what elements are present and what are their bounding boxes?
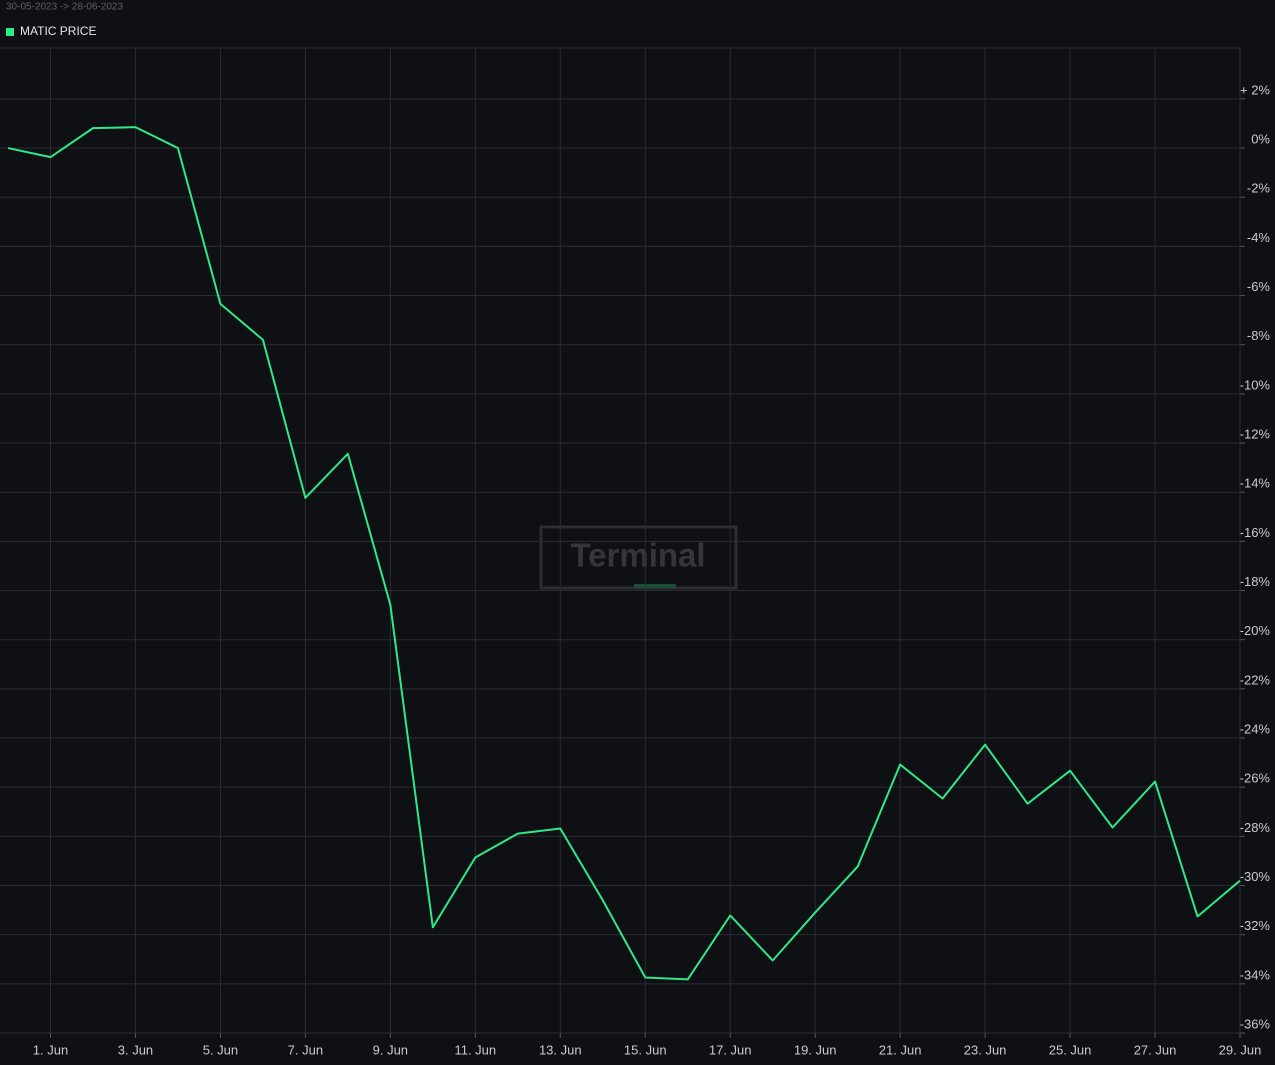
y-tick-label: + 2% [1240,82,1270,97]
x-tick-label: 3. Jun [118,1042,153,1057]
y-tick-label: -24% [1240,721,1271,736]
y-tick-label: -16% [1240,525,1271,540]
line-series [7,126,1241,981]
y-tick-label: -20% [1240,623,1271,638]
y-tick-label: -32% [1240,918,1271,933]
x-tick-label: 27. Jun [1134,1042,1177,1057]
chart-subtitle: 30-05-2023 -> 28-06-2023 [6,2,123,13]
x-tick-label: 23. Jun [964,1042,1007,1057]
y-tick-label: -14% [1240,476,1271,491]
y-tick-label: -10% [1240,377,1271,392]
y-tick-label: -4% [1247,230,1271,245]
legend-swatch [6,28,14,36]
x-tick-label: 21. Jun [879,1042,922,1057]
y-tick-label: 0% [1251,131,1270,146]
x-tick-label: 29. Jun [1219,1042,1262,1057]
x-tick-label: 7. Jun [288,1042,323,1057]
y-tick-label: -12% [1240,426,1271,441]
watermark: Terminal [539,525,738,590]
x-tick-label: 17. Jun [709,1042,752,1057]
y-tick-label: -36% [1240,1016,1271,1031]
y-tick-label: -26% [1240,771,1271,786]
y-tick-label: -6% [1247,279,1271,294]
y-tick-label: -34% [1240,967,1271,982]
x-tick-label: 9. Jun [373,1042,408,1057]
x-tick-label: 13. Jun [539,1042,582,1057]
x-tick-label: 15. Jun [624,1042,667,1057]
x-tick-label: 19. Jun [794,1042,837,1057]
y-tick-label: -22% [1240,672,1271,687]
y-tick-label: -30% [1240,869,1271,884]
x-tick-label: 25. Jun [1049,1042,1092,1057]
y-tick-label: -2% [1247,181,1271,196]
watermark-bar [634,584,676,588]
y-tick-label: -8% [1247,328,1271,343]
y-tick-label: -28% [1240,820,1271,835]
x-tick-label: 1. Jun [33,1042,68,1057]
x-tick-label: 5. Jun [203,1042,238,1057]
legend-label: MATIC PRICE [20,24,96,38]
y-tick-label: -18% [1240,574,1271,589]
watermark-text: Terminal [570,537,705,574]
x-tick-label: 11. Jun [454,1042,496,1057]
